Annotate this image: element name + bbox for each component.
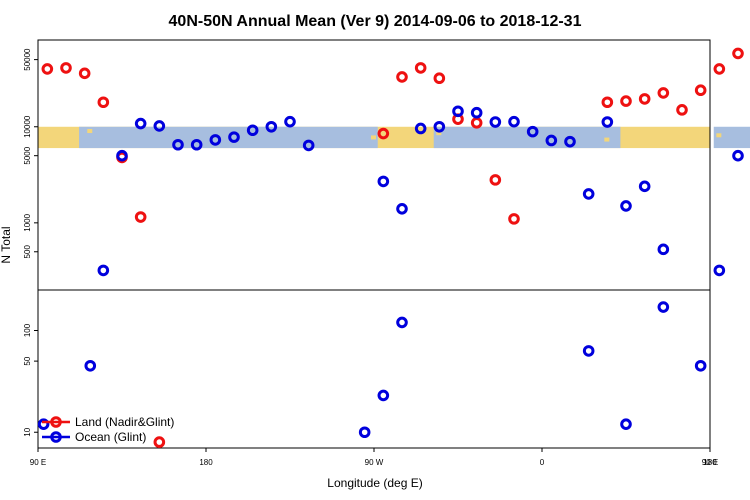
ocean-point-upper [153,120,166,132]
land-point-upper [78,67,91,80]
land-point-lower [153,436,166,448]
upper-panel-frame [37,39,711,291]
map-coast-fleck [716,133,722,138]
world-map-strip [38,126,750,149]
legend-marker-ocean [50,431,62,443]
ocean-point-upper [582,188,595,200]
legend: Land (Nadir&Glint) Ocean (Glint) [42,415,174,444]
x-tick-label: 90 E [702,458,718,467]
ocean-point-lower [694,359,707,372]
legend-label-ocean: Ocean (Glint) [75,430,146,444]
ocean-point-upper [246,124,259,137]
legend-marker-land [50,416,62,428]
land-point-upper [508,213,520,225]
ocean-point-lower [396,316,408,329]
ocean-point-upper [433,120,446,133]
ocean-point-upper [134,117,147,130]
y-tick-label: 50 [23,356,32,365]
y-tick-label: 1000 [23,213,32,231]
ocean-point-upper [265,120,278,133]
map-coast-fleck [604,137,610,142]
chart-title: 40N-50N Annual Mean (Ver 9) 2014-09-06 t… [169,13,582,30]
land-point-upper [676,104,688,116]
ocean-point-upper [396,203,408,215]
x-tick-label: 180 [703,458,717,467]
ocean-point-upper [489,116,502,128]
ocean-point-upper [526,125,539,138]
land-point-upper [396,71,408,83]
ocean-point-upper [190,138,203,151]
y-tick-label: 5000 [23,146,32,164]
ocean-point-upper [284,115,296,128]
y-tick-label: 50000 [23,48,32,71]
land-point-upper [601,96,614,109]
ocean-point-upper [508,115,520,128]
ocean-point-upper [452,105,464,118]
land-point-upper [414,62,427,74]
points-layer [37,47,744,448]
land-point-upper [657,87,670,99]
ocean-point-lower [620,418,632,430]
ocean-point-lower [657,301,670,313]
y-tick-label: 100 [23,323,32,337]
land-point-upper [433,72,446,85]
x-tick-label: 180 [199,458,213,467]
land-point-upper [41,63,54,75]
y-axis-lower: 10 50 100 [23,323,38,437]
land-point-upper [638,93,651,105]
y-axis-upper: 500 1000 5000 10000 50000 [23,48,38,259]
ocean-point-upper [470,106,483,119]
land-point-upper [377,127,390,140]
map-coast-fleck [87,129,93,134]
land-point-upper [97,96,110,109]
legend-label-land: Land (Nadir&Glint) [75,415,174,429]
ocean-point-upper [172,138,184,151]
legend-item-ocean: Ocean (Glint) [42,430,146,444]
land-point-upper [713,63,726,75]
y-tick-label: 10 [23,427,32,436]
ocean-point-upper [657,243,670,256]
ocean-point-upper [116,149,128,162]
y-axis-label: N Total [0,226,13,263]
x-tick-label: 90 E [30,458,46,467]
x-tick-label: 90 W [365,458,384,467]
land-point-upper [694,84,707,97]
legend-item-land: Land (Nadir&Glint) [42,415,174,429]
y-tick-label: 10000 [23,115,32,138]
ocean-point-upper [545,134,558,147]
ocean-point-upper [209,134,222,146]
ocean-point-upper [228,131,240,143]
land-point-upper [489,174,502,186]
map-coast-fleck [371,135,376,140]
map-coast-fleck [436,131,442,136]
map-ocean-region [713,126,750,149]
ocean-point-upper [732,149,744,162]
ocean-point-upper [638,180,651,193]
ocean-point-upper [713,264,726,277]
land-point-upper [732,47,744,60]
ocean-point-upper [620,200,632,212]
ocean-point-upper [97,264,110,277]
ocean-point-upper [601,116,614,128]
y-tick-label: 500 [23,245,32,259]
land-point-upper [134,211,147,223]
ocean-point-lower [37,418,50,430]
ocean-point-lower [358,426,371,439]
land-point-upper [60,62,72,74]
ocean-point-lower [84,359,97,372]
ocean-point-upper [564,135,576,148]
ocean-point-lower [377,389,390,402]
ocean-point-upper [302,139,315,152]
ocean-point-upper [414,122,427,135]
map-ocean-region [433,126,621,149]
ocean-point-upper [377,175,390,188]
x-axis-label: Longitude (deg E) [327,476,422,490]
land-point-upper [620,95,632,107]
x-tick-label: 0 [540,458,545,467]
land-point-upper [470,116,483,129]
ocean-point-lower [582,345,595,357]
